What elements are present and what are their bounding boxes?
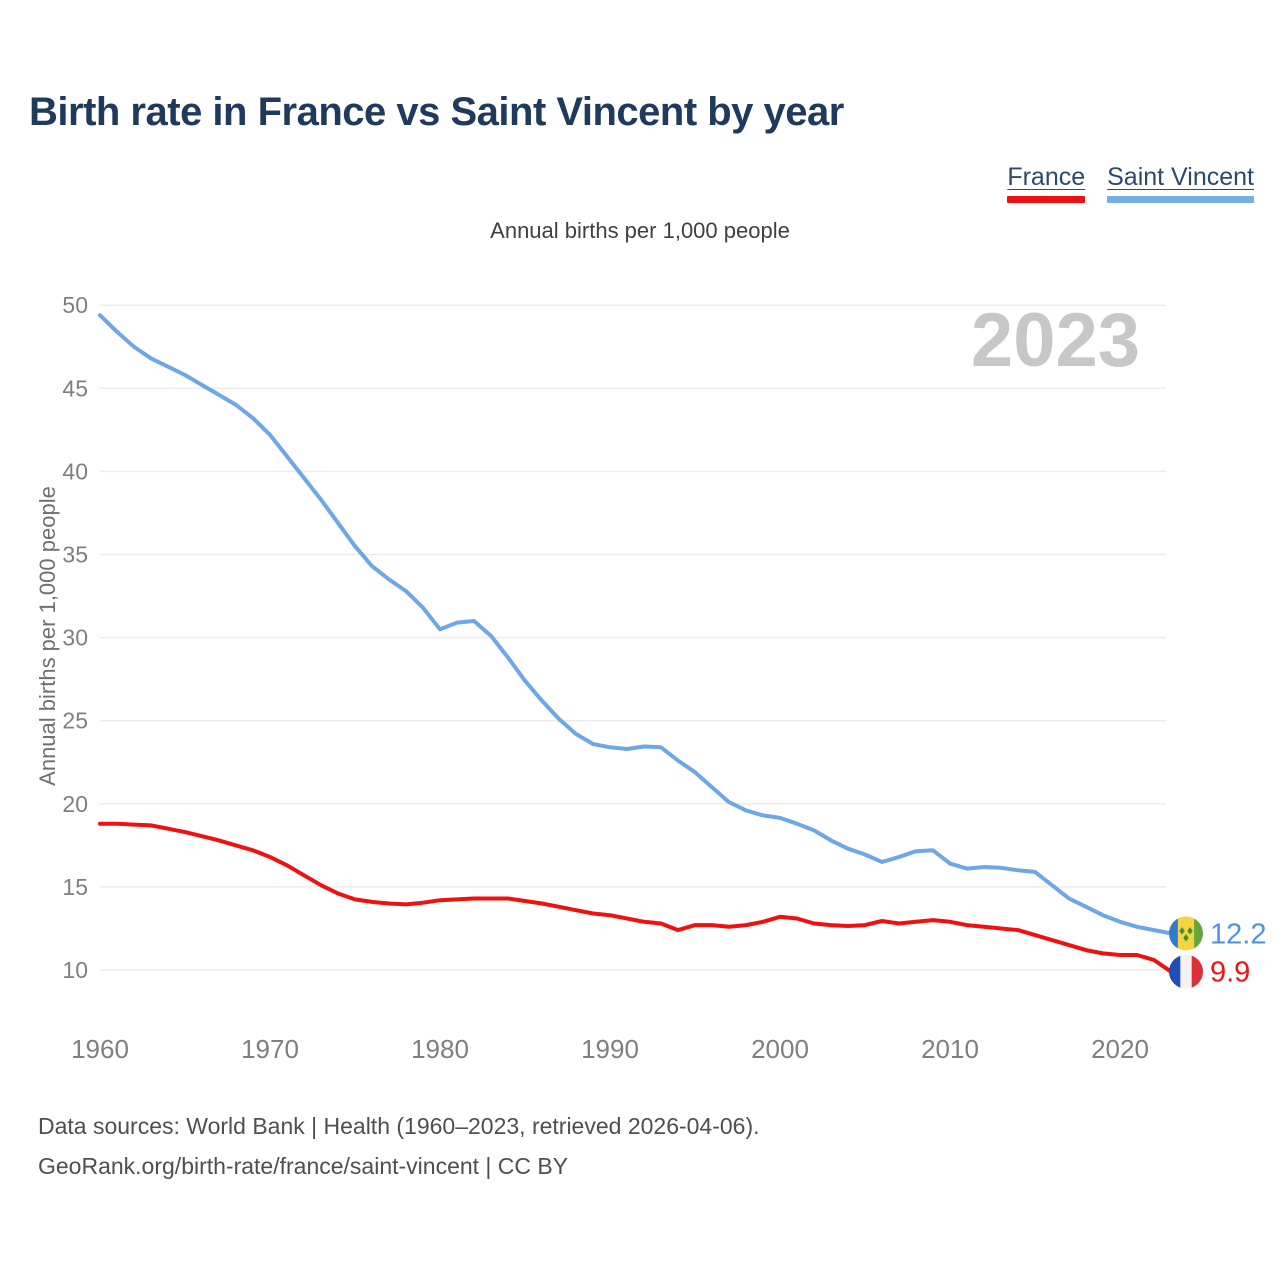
flag-diamond (1179, 927, 1185, 935)
footer-attribution: GeoRank.org/birth-rate/france/saint-vinc… (38, 1153, 569, 1179)
flag-stripe (1177, 916, 1195, 951)
x-tick-label: 1980 (411, 1034, 469, 1064)
chart-subtitle: Annual births per 1,000 people (490, 218, 790, 243)
series-line-saint-vincent (98, 313, 1173, 936)
flag-stripe (1191, 954, 1203, 989)
legend-color-bar-france (1007, 196, 1086, 203)
flag-diamond (1183, 934, 1189, 942)
x-tick-label: 2010 (921, 1034, 979, 1064)
legend-item-france[interactable]: France (1007, 163, 1086, 203)
y-tick-label: 10 (62, 957, 88, 983)
x-tick-label: 2000 (751, 1034, 809, 1064)
watermark-year: 2023 (971, 298, 1140, 383)
x-tick-label: 1990 (581, 1034, 639, 1064)
legend-item-saint-vincent[interactable]: Saint Vincent (1107, 163, 1254, 203)
x-tick-label: 1970 (241, 1034, 299, 1064)
y-tick-label: 45 (62, 375, 88, 401)
legend-label-france: France (1007, 163, 1086, 191)
flag-stripe (1180, 954, 1193, 989)
series-line-france (98, 821, 1173, 974)
x-tick-label: 1960 (71, 1034, 129, 1064)
page-title: Birth rate in France vs Saint Vincent by… (29, 90, 844, 134)
flag-diamond (1187, 927, 1193, 935)
x-tick-label: 2020 (1091, 1034, 1149, 1064)
flag-stripe (1194, 916, 1203, 951)
y-tick-label: 15 (62, 874, 88, 900)
flag-stripe (1169, 954, 1181, 989)
flag-stripe (1169, 916, 1179, 951)
legend-color-bar-saint-vincent (1107, 196, 1254, 203)
footer-data-sources: Data sources: World Bank | Health (1960–… (38, 1113, 760, 1139)
y-tick-label: 50 (62, 292, 88, 318)
chart-legend: France Saint Vincent (1007, 163, 1254, 203)
end-value-label-france: 9.9 (1210, 957, 1250, 989)
y-tick-label: 30 (62, 625, 88, 651)
y-tick-label: 35 (62, 542, 88, 568)
france-flag-icon (1169, 954, 1203, 989)
saint-vincent-flag-icon (1169, 916, 1203, 951)
end-value-label-saint-vincent: 12.2 (1210, 918, 1266, 950)
footer: Data sources: World Bank | Health (1960–… (38, 1106, 760, 1186)
y-tick-label: 40 (62, 458, 88, 484)
legend-label-saint-vincent: Saint Vincent (1107, 163, 1254, 191)
y-tick-label: 25 (62, 708, 88, 734)
y-tick-label: 20 (62, 791, 88, 817)
